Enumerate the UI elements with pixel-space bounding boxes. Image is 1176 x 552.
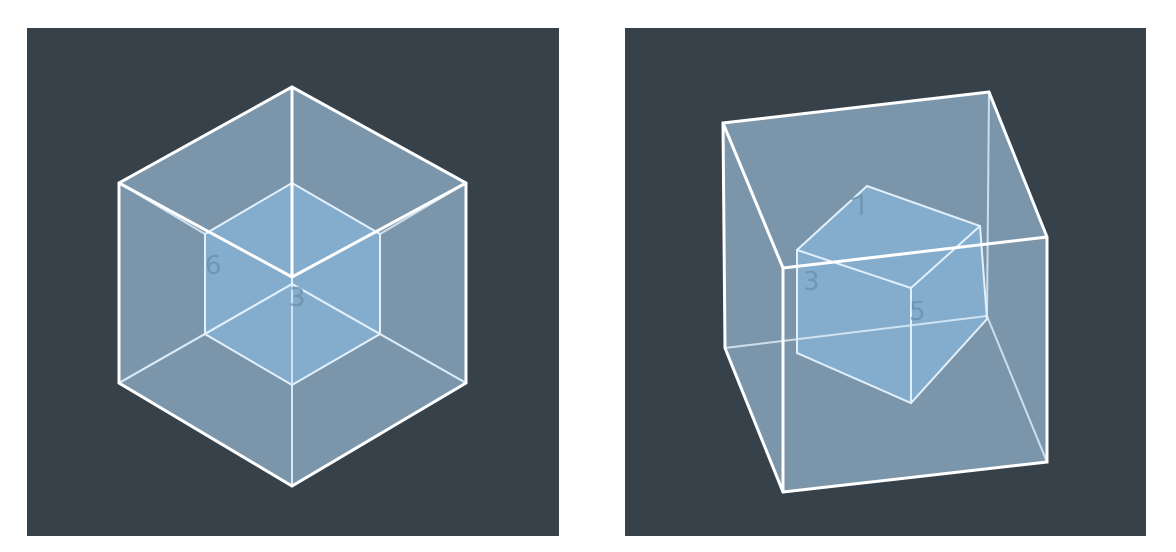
face-label-left: 3 <box>803 267 820 297</box>
inner-cube-edges <box>796 184 989 405</box>
outer-cube-back-edges <box>724 91 1048 463</box>
face-label-center: 3 <box>289 283 306 313</box>
inner-cube-silhouette-face <box>797 186 987 403</box>
outer-cube-front-edges <box>117 85 468 488</box>
left-cube-diagram: 6 3 <box>117 85 468 488</box>
left-cube-panel: 6 3 <box>27 28 559 536</box>
right-cube-panel: 7 3 5 <box>625 28 1146 536</box>
face-label-right: 5 <box>909 297 926 327</box>
right-cube-diagram: 7 3 5 <box>721 90 1049 494</box>
outer-cube-front-edges <box>721 90 1049 494</box>
face-label-left: 6 <box>205 251 222 281</box>
